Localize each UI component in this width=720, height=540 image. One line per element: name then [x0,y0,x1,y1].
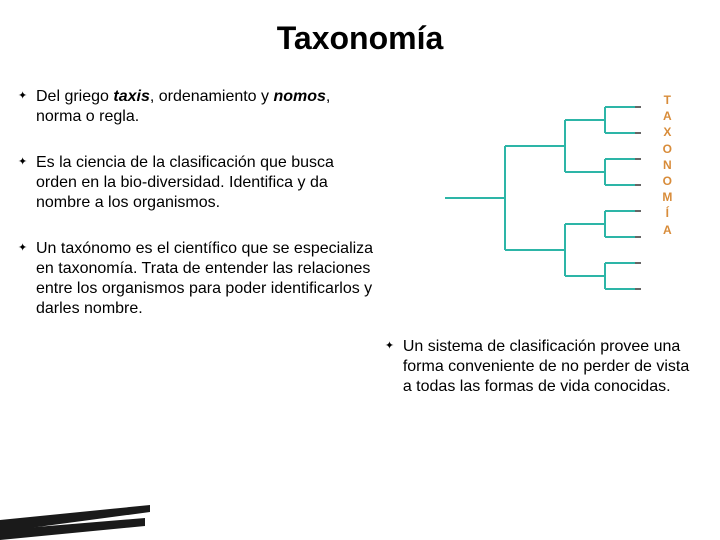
bullet-3-text: Un taxónomo es el científico que se espe… [36,239,375,319]
bullet-1: ✦ Del griego taxis, ordenamiento y nomos… [18,87,375,127]
bullet-2-text: Es la ciencia de la clasificación que bu… [36,153,375,213]
bullet-right: ✦ Un sistema de clasificación provee una… [385,337,702,397]
bullet-3: ✦ Un taxónomo es el científico que se es… [18,239,375,319]
dendrogram-diagram: TAXONOMÍA [385,87,675,307]
content-area: ✦ Del griego taxis, ordenamiento y nomos… [0,87,720,397]
left-column: ✦ Del griego taxis, ordenamiento y nomos… [18,87,385,397]
bullet-1-text: Del griego taxis, ordenamiento y nomos, … [36,87,375,127]
dendrogram-svg [385,87,675,307]
bullet-1-em1: taxis [113,88,149,105]
bullet-marker-icon: ✦ [18,153,36,213]
bullet-1-mid: , ordenamiento y [150,88,274,105]
bullet-marker-icon: ✦ [385,337,403,397]
right-column: TAXONOMÍA ✦ Un sistema de clasificación … [385,87,702,397]
bullet-marker-icon: ✦ [18,239,36,319]
vertical-label-taxonomia: TAXONOMÍA [661,92,675,238]
bullet-2: ✦ Es la ciencia de la clasificación que … [18,153,375,213]
slide-title: Taxonomía [0,0,720,87]
bullet-1-em2: nomos [273,88,325,105]
bullet-1-prefix: Del griego [36,88,113,105]
corner-decoration-icon [0,500,160,540]
bullet-marker-icon: ✦ [18,87,36,127]
bullet-right-text: Un sistema de clasificación provee una f… [403,337,702,397]
